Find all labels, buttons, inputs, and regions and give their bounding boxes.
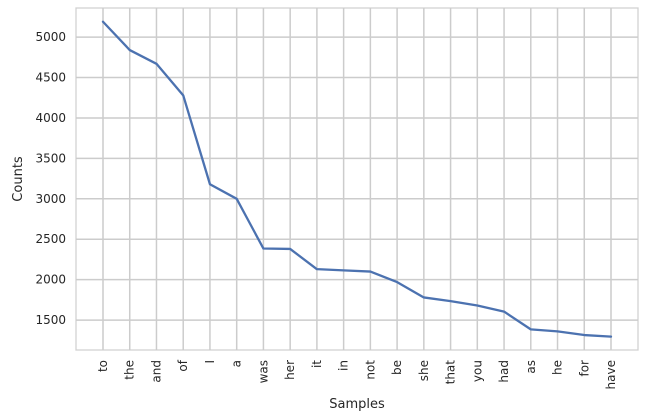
x-axis-label: Samples <box>329 397 385 412</box>
series-line <box>101 20 613 338</box>
x-tick-label: in <box>337 360 351 371</box>
y-tick-label: 2000 <box>35 273 66 287</box>
x-tick-label: for <box>577 360 591 377</box>
x-tick-label: her <box>283 360 297 380</box>
y-tick-label: 4000 <box>35 111 66 125</box>
plot-area <box>75 7 639 351</box>
x-tick-label: he <box>551 360 565 375</box>
x-tick-label: be <box>390 360 404 375</box>
y-tick-label: 2500 <box>35 232 66 246</box>
x-tick-label: and <box>149 360 163 383</box>
x-tick-label: was <box>256 360 270 383</box>
y-tick-label: 3000 <box>35 192 66 206</box>
x-tick-label: a <box>230 360 244 367</box>
x-tick-label: you <box>470 360 484 382</box>
y-tick-label: 3500 <box>35 151 66 165</box>
plot-frame <box>75 7 639 351</box>
x-tick-label: that <box>444 360 458 385</box>
x-tick-label: had <box>497 360 511 383</box>
x-tick-label: of <box>176 359 190 371</box>
y-gridlines <box>76 36 638 321</box>
y-tick-label: 5000 <box>35 30 66 44</box>
x-tick-label: not <box>363 360 377 380</box>
x-tick-label: as <box>524 360 538 374</box>
y-tick-label: 1500 <box>35 313 66 327</box>
x-gridlines <box>102 8 612 350</box>
y-tick-label: 4500 <box>35 71 66 85</box>
y-axis-tick-labels: 1500 2000 2500 3000 3500 4000 4500 5000 <box>35 30 66 327</box>
x-tick-label: it <box>310 360 324 368</box>
x-tick-label: have <box>604 360 618 389</box>
x-tick-label: she <box>417 360 431 381</box>
y-axis-label: Counts <box>11 156 26 202</box>
x-tick-label: I <box>203 360 217 364</box>
x-tick-label: to <box>96 360 110 372</box>
x-tick-label: the <box>123 360 137 380</box>
